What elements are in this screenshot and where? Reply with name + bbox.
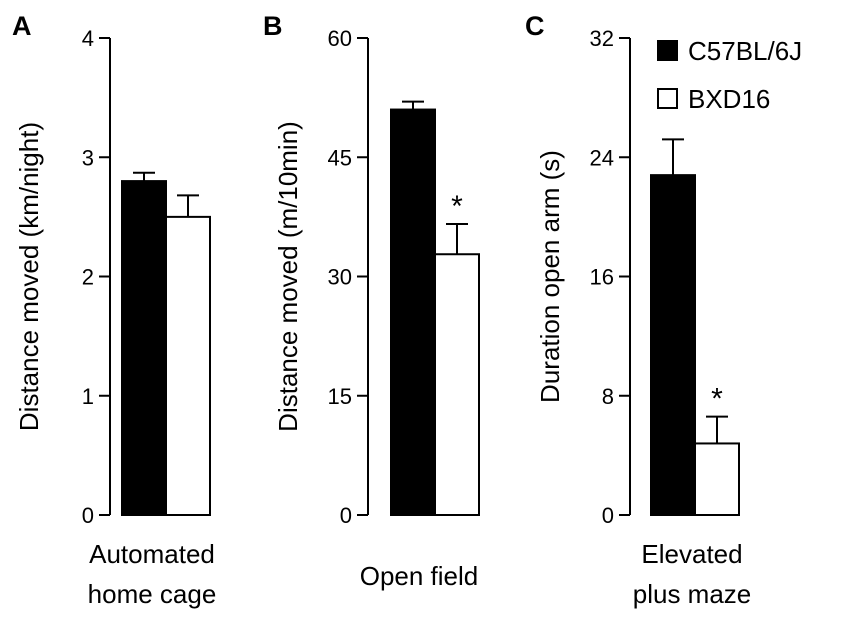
y-tick-label: 24 xyxy=(590,145,614,170)
legend-label-bxd16: BXD16 xyxy=(688,84,770,114)
legend-swatch-bxd16 xyxy=(657,88,678,109)
y-tick-label: 0 xyxy=(340,503,352,528)
x-axis-label: plus maze xyxy=(633,579,752,609)
y-tick-label: 3 xyxy=(82,145,94,170)
significance-marker: * xyxy=(711,383,723,416)
y-tick-label: 30 xyxy=(328,265,352,290)
y-tick-label: 15 xyxy=(328,384,352,409)
y-tick-label: 8 xyxy=(602,384,614,409)
y-axis-label: Duration open arm (s) xyxy=(535,150,565,403)
y-tick-label: 45 xyxy=(328,145,352,170)
significance-marker: * xyxy=(451,190,463,223)
bar-bxd16 xyxy=(434,253,480,517)
legend-swatch-c57bl xyxy=(657,40,678,61)
bar-bxd16 xyxy=(694,442,740,517)
y-tick-label: 0 xyxy=(602,503,614,528)
bar-c57bl-6j xyxy=(121,180,167,516)
y-tick-label: 60 xyxy=(328,26,352,51)
legend: C57BL/6J BXD16 xyxy=(657,36,802,114)
y-tick-label: 0 xyxy=(82,503,94,528)
x-axis-label: home cage xyxy=(88,579,217,609)
y-axis-label: Distance moved (m/10min) xyxy=(273,121,303,432)
chart-panel-b: B 0 15 30 45 60 Distance moved (m/10min) * Open … xyxy=(263,11,480,591)
panel-label: B xyxy=(263,11,283,41)
panel-label: C xyxy=(525,11,545,41)
x-axis-label: Open field xyxy=(360,561,479,591)
y-axis-label: Distance moved (km/night) xyxy=(14,122,44,431)
chart-panel-a: A 0 1 2 3 4 Distance moved (km/night) Automated… xyxy=(12,11,216,609)
y-tick-label: 16 xyxy=(590,265,614,290)
bar-bxd16 xyxy=(165,215,211,516)
x-axis-label: Automated xyxy=(89,539,215,569)
y-tick-label: 32 xyxy=(590,26,614,51)
y-tick-label: 1 xyxy=(82,384,94,409)
y-tick-label: 2 xyxy=(82,265,94,290)
x-axis-label: Elevated xyxy=(641,539,742,569)
legend-label-c57bl: C57BL/6J xyxy=(688,36,802,66)
y-tick-label: 4 xyxy=(82,26,94,51)
bar-c57bl-6j xyxy=(650,174,696,516)
chart-panel-c: C 0 8 16 24 32 Duration open arm (s) * Elevated p… xyxy=(525,11,751,609)
panel-label: A xyxy=(12,11,32,41)
bar-c57bl-6j xyxy=(390,108,436,517)
